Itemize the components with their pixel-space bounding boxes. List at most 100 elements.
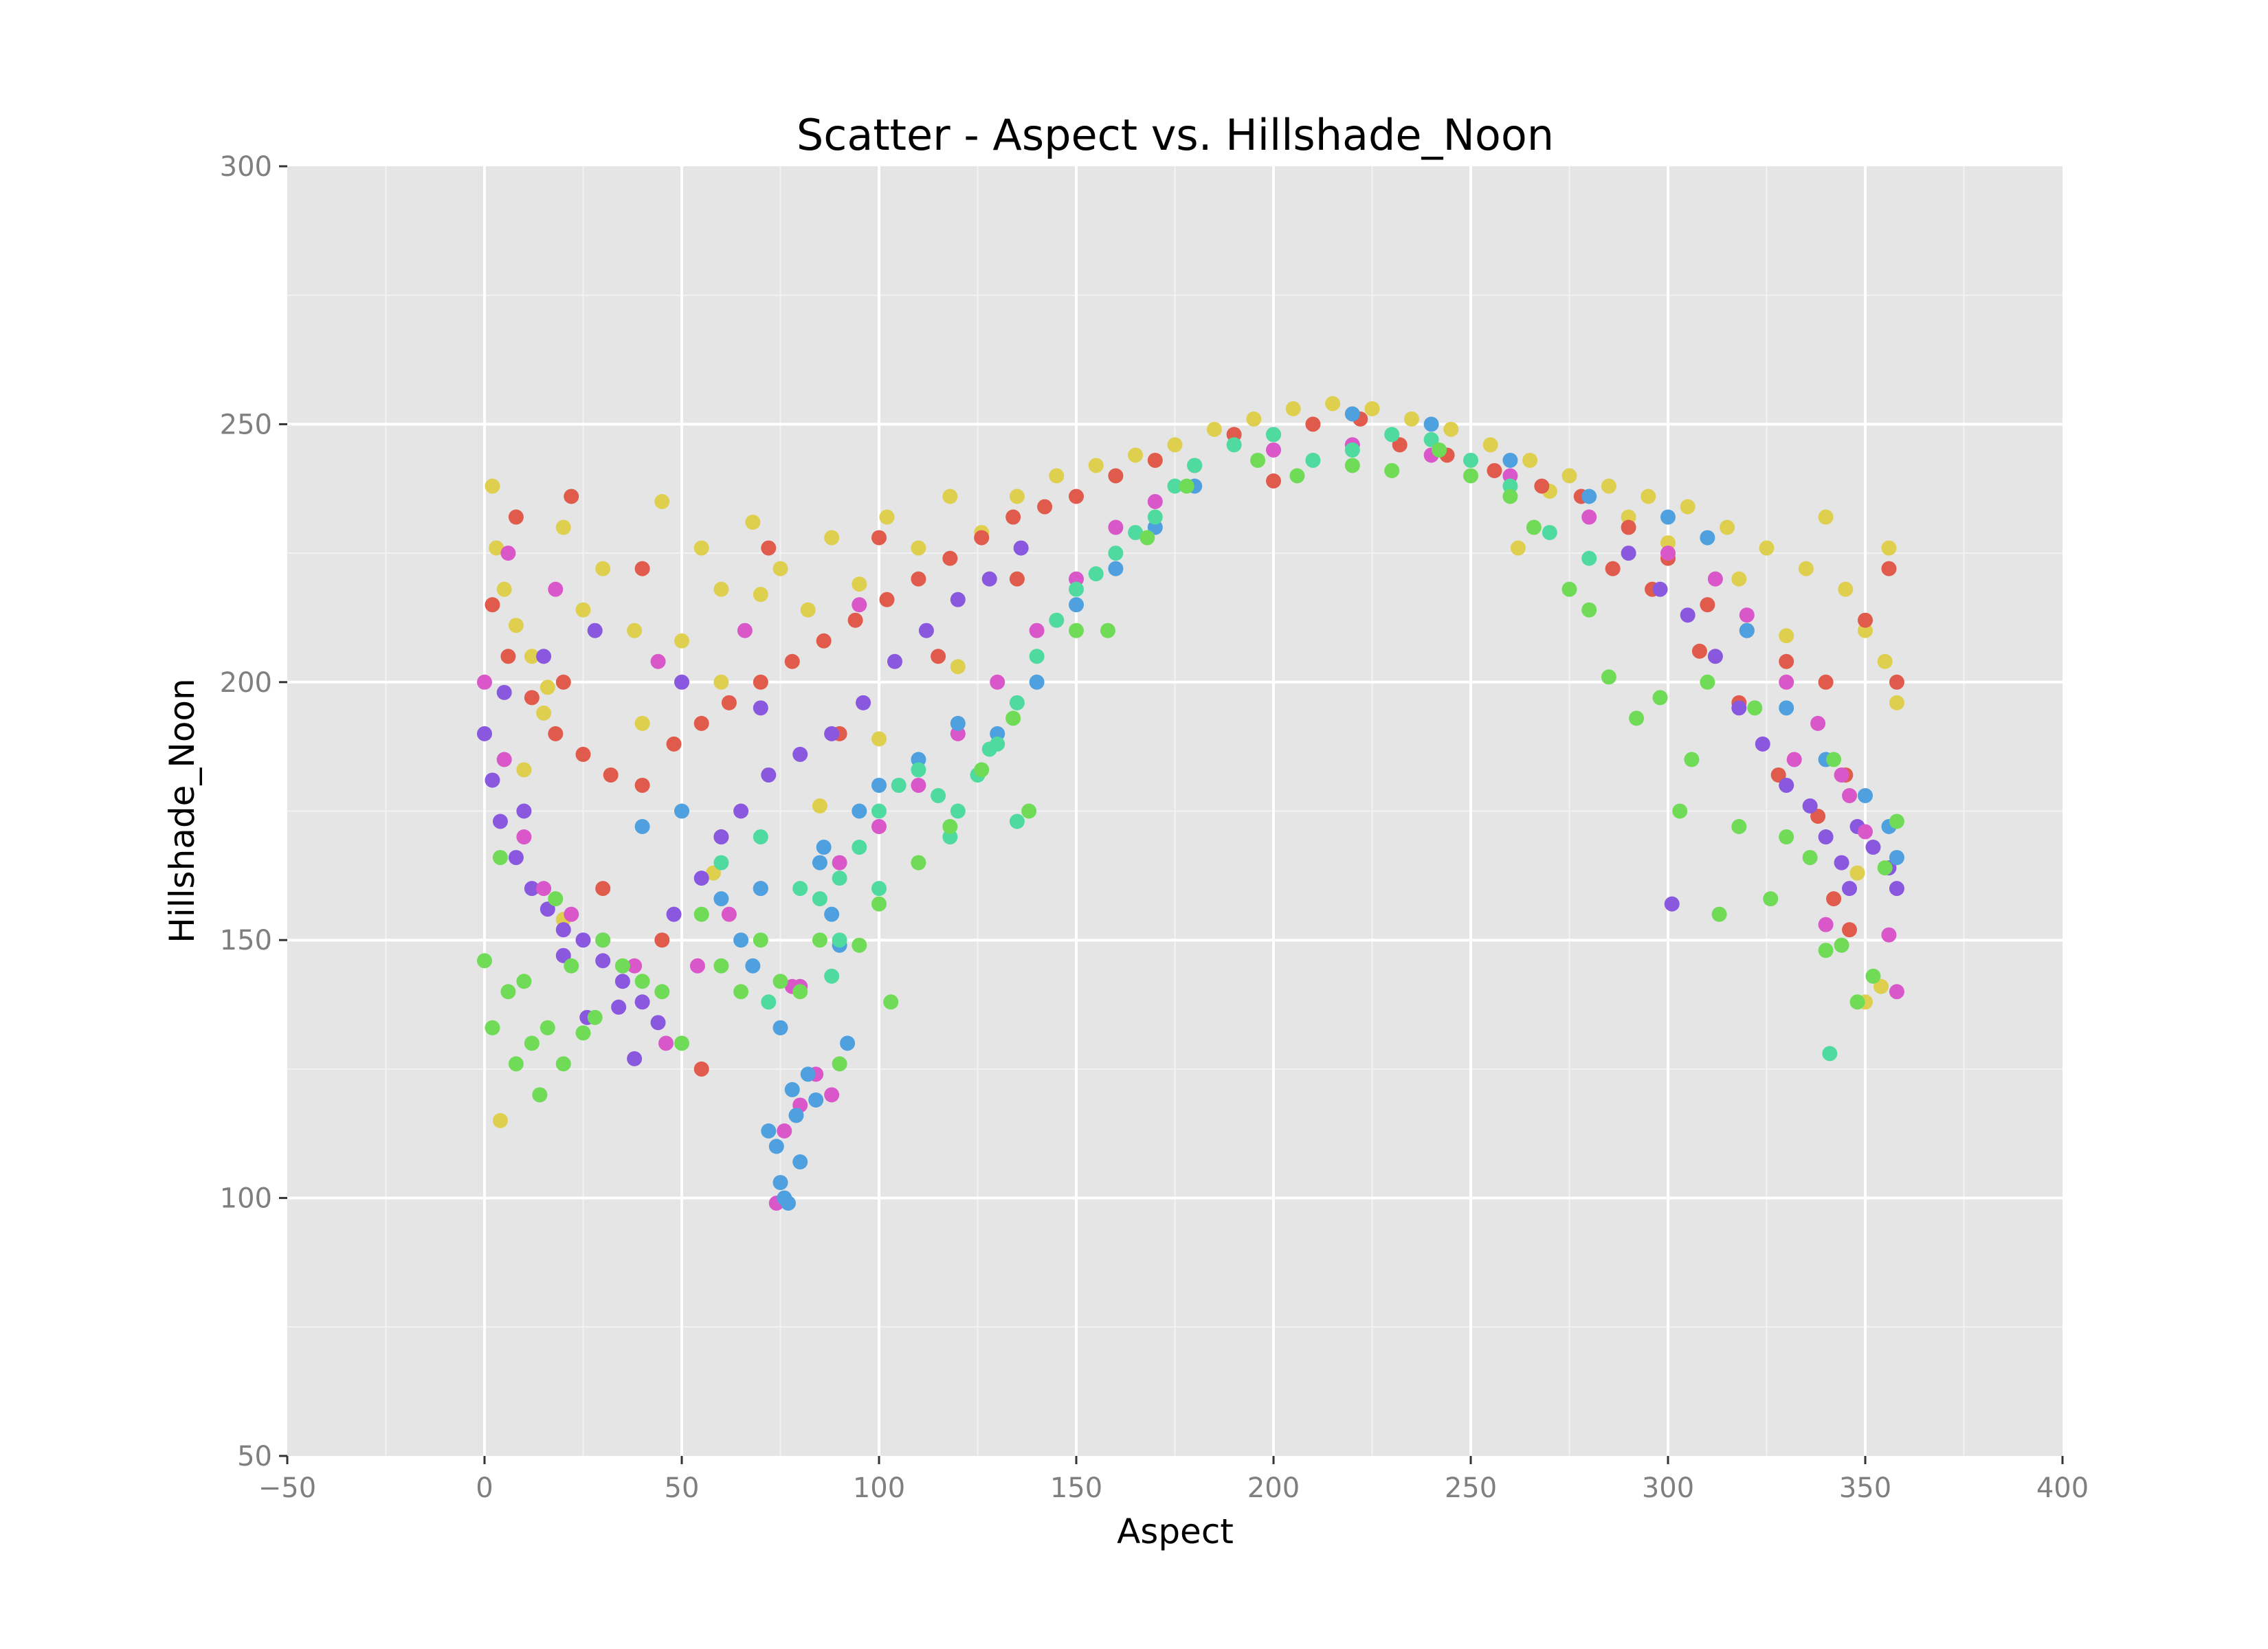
scatter-point [950, 592, 966, 607]
scatter-point [1305, 416, 1321, 432]
scatter-point [1443, 421, 1459, 437]
scatter-point [485, 772, 500, 788]
scatter-point [911, 540, 926, 556]
scatter-point [816, 840, 832, 855]
x-tick-label: 350 [1839, 1472, 1891, 1504]
scatter-point [1250, 452, 1266, 468]
scatter-point [1779, 777, 1794, 793]
scatter-point [1021, 803, 1037, 819]
scatter-point [1049, 612, 1065, 628]
scatter-point [737, 622, 753, 638]
scatter-point [1849, 865, 1865, 881]
scatter-point [1108, 546, 1124, 561]
scatter-point [508, 850, 524, 866]
scatter-point [1865, 840, 1881, 855]
scatter-point [753, 587, 768, 603]
scatter-point [871, 896, 887, 912]
scatter-point [856, 695, 871, 710]
scatter-point [1826, 752, 1842, 767]
scatter-point [911, 855, 926, 871]
scatter-point [1810, 715, 1826, 731]
scatter-point [824, 906, 840, 922]
scatter-point [536, 705, 552, 721]
scatter-point [492, 814, 508, 829]
scatter-point [1581, 602, 1597, 618]
scatter-point [871, 803, 887, 819]
scatter-point [1707, 571, 1723, 587]
scatter-point [1147, 452, 1163, 468]
scatter-point [548, 891, 564, 907]
scatter-point [713, 958, 729, 974]
scatter-point [852, 597, 867, 613]
scatter-point [1731, 571, 1747, 587]
scatter-point [1779, 628, 1794, 644]
scatter-point [879, 509, 895, 525]
scatter-point [693, 871, 709, 886]
scatter-point [1601, 669, 1616, 685]
scatter-point [832, 871, 847, 886]
scatter-point [832, 1056, 847, 1072]
scatter-point [1660, 546, 1676, 561]
scatter-point [1009, 695, 1025, 710]
x-axis-label: Aspect [1117, 1512, 1234, 1551]
scatter-point [1384, 427, 1400, 442]
scatter-point [974, 530, 990, 546]
scatter-point [816, 633, 832, 649]
scatter-point [911, 762, 926, 778]
scatter-point [1561, 468, 1577, 484]
scatter-point [1128, 447, 1144, 463]
scatter-point [1005, 710, 1021, 726]
scatter-point [887, 653, 902, 669]
scatter-point [1889, 695, 1904, 710]
scatter-point [788, 1108, 804, 1123]
chart-title: Scatter - Aspect vs. Hillshade_Noon [797, 110, 1554, 160]
y-axis-label: Hillshade_Noon [162, 678, 202, 943]
scatter-point [1463, 468, 1478, 484]
scatter-point [1707, 649, 1723, 664]
scatter-point [1581, 550, 1597, 566]
scatter-point [911, 777, 926, 793]
scatter-point [871, 819, 887, 835]
scatter-point [1684, 752, 1700, 767]
scatter-point [485, 597, 500, 613]
scatter-point [772, 1020, 788, 1035]
scatter-point [1088, 458, 1104, 473]
scatter-point [595, 561, 611, 576]
scatter-point [753, 829, 768, 845]
scatter-point [761, 1123, 777, 1138]
scatter-point [990, 674, 1005, 690]
scatter-point [689, 958, 705, 974]
scatter-point [1013, 540, 1029, 556]
scatter-point [587, 1009, 603, 1025]
scatter-point [761, 540, 777, 556]
scatter-point [614, 958, 630, 974]
scatter-point [1285, 401, 1301, 416]
scatter-point [1881, 540, 1897, 556]
scatter-point [1522, 452, 1538, 468]
x-tick-label: 400 [2036, 1472, 2089, 1504]
scatter-point [1877, 860, 1893, 876]
scatter-point [516, 762, 532, 778]
scatter-point [1423, 431, 1439, 447]
scatter-point [489, 540, 504, 556]
scatter-point [1889, 984, 1904, 1000]
scatter-point [1731, 819, 1747, 835]
scatter-point [1672, 803, 1688, 819]
y-tick-label: 200 [220, 667, 272, 699]
scatter-points [477, 396, 1904, 1211]
scatter-point [871, 777, 887, 793]
scatter-point [753, 932, 768, 948]
scatter-point [768, 1138, 784, 1154]
scatter-point [654, 984, 670, 1000]
scatter-point [1629, 710, 1645, 726]
scatter-point [812, 932, 827, 948]
y-tick-label: 50 [237, 1441, 272, 1472]
scatter-point [713, 891, 729, 907]
scatter-point [634, 715, 650, 731]
x-axis: −50 0 50 100 150 200 250 300 350 400 [258, 1456, 2089, 1504]
scatter-point [1818, 943, 1834, 958]
scatter-point [1849, 994, 1865, 1010]
scatter-point [516, 829, 532, 845]
scatter-point [1108, 519, 1124, 535]
scatter-point [1108, 468, 1124, 484]
